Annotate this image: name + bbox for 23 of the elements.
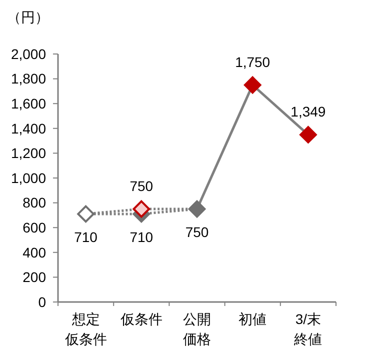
y-tick-label: 400 — [22, 244, 46, 260]
data-label: 710 — [74, 228, 98, 245]
y-tick-label: 0 — [38, 294, 46, 310]
y-tick-label: 200 — [22, 269, 46, 286]
y-tick-label: 1,000 — [10, 170, 46, 186]
data-label: 1,349 — [290, 104, 326, 120]
y-tick-label: 600 — [22, 220, 46, 236]
y-tick-label: 1,400 — [10, 120, 46, 136]
y-tick-label: 1,600 — [10, 96, 46, 112]
data-label: 710 — [130, 228, 154, 245]
x-tick-label: 初値 — [238, 311, 267, 327]
x-tick-label: 想定仮条件 — [64, 311, 107, 347]
y-tick-label: 800 — [22, 194, 46, 211]
y-tick-label: 1,800 — [10, 70, 46, 87]
x-tick-label: 3/末終値 — [293, 311, 322, 347]
x-tick-label: 公開価格 — [183, 311, 211, 347]
x-tick-label: 仮条件 — [119, 311, 162, 327]
y-axis-title: （円） — [7, 9, 49, 25]
y-tick-label: 2,000 — [10, 46, 46, 62]
y-tick-label: 1,200 — [10, 145, 46, 162]
data-label: 1,750 — [235, 54, 270, 70]
data-label: 750 — [130, 178, 154, 194]
data-label: 750 — [185, 224, 209, 240]
